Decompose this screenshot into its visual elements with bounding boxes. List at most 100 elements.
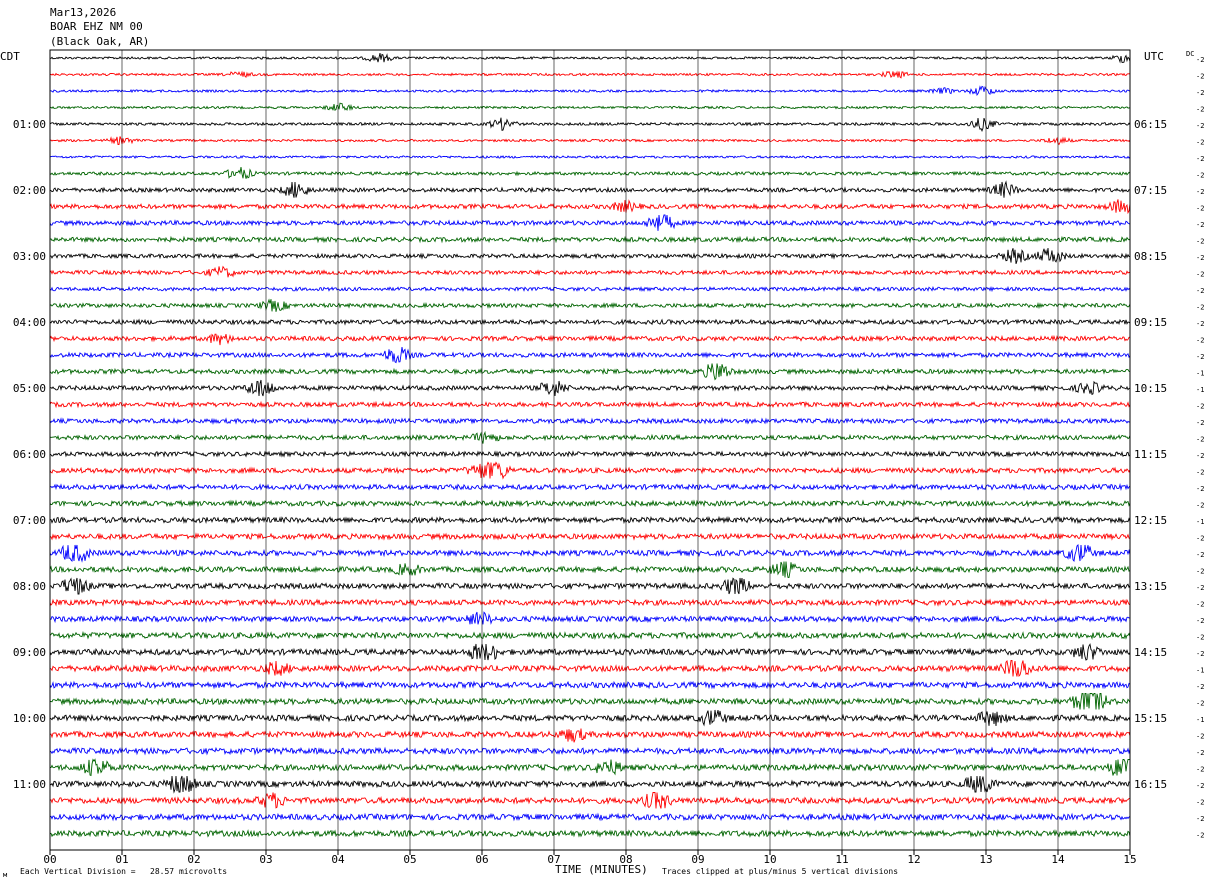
minute-grid xyxy=(121,50,1059,850)
dc-value: -2 xyxy=(1196,683,1204,691)
trace-row xyxy=(49,450,1131,458)
cdt-hour-label: 10:00 xyxy=(13,712,46,725)
trace-row xyxy=(49,117,1131,132)
dc-value: -2 xyxy=(1196,502,1204,510)
utc-hour-label: 12:15 xyxy=(1134,514,1167,527)
dc-value: -2 xyxy=(1196,106,1204,114)
trace-row xyxy=(49,461,1131,480)
trace-row xyxy=(49,611,1131,625)
trace-layer xyxy=(49,53,1131,839)
dc-value: -2 xyxy=(1196,122,1204,130)
dc-value: -2 xyxy=(1196,337,1204,345)
dc-value: -2 xyxy=(1196,749,1204,757)
header-station: BOAR EHZ NM 00 xyxy=(50,20,143,33)
trace-row xyxy=(49,515,1131,525)
dc-value: -2 xyxy=(1196,89,1204,97)
utc-hour-label: 09:15 xyxy=(1134,316,1167,329)
utc-hour-label: 15:15 xyxy=(1134,712,1167,725)
x-tick-label: 03 xyxy=(259,853,272,866)
cdt-hour-label: 09:00 xyxy=(13,646,46,659)
cdt-hour-label: 11:00 xyxy=(13,778,46,791)
trace-row xyxy=(49,812,1131,822)
cdt-hour-label: 02:00 xyxy=(13,184,46,197)
x-tick-label: 13 xyxy=(979,853,992,866)
x-tick-label: 12 xyxy=(907,853,920,866)
dc-value: -2 xyxy=(1196,56,1204,64)
trace-row xyxy=(49,265,1131,278)
trace-row xyxy=(49,214,1131,231)
dc-value: -2 xyxy=(1196,832,1204,840)
dc-value: -2 xyxy=(1196,221,1204,229)
trace-row xyxy=(49,180,1131,198)
trace-row xyxy=(49,775,1131,794)
clip-note: Traces clipped at plus/minus 5 vertical … xyxy=(662,867,898,876)
dc-value: -2 xyxy=(1196,584,1204,592)
utc-hour-label: 14:15 xyxy=(1134,646,1167,659)
dc-value: -2 xyxy=(1196,815,1204,823)
dc-value: -2 xyxy=(1196,320,1204,328)
trace-row xyxy=(49,298,1131,312)
dc-value: -2 xyxy=(1196,188,1204,196)
x-tick-label: 14 xyxy=(1051,853,1065,866)
dc-value: -2 xyxy=(1196,353,1204,361)
dc-value: -2 xyxy=(1196,601,1204,609)
utc-hour-label: 06:15 xyxy=(1134,118,1167,131)
trace-row xyxy=(49,532,1131,541)
trace-row xyxy=(49,482,1131,491)
trace-row xyxy=(49,199,1131,215)
dc-offset-labels: -2 -2 -2 -2 -2 -2 -2 -2 -2 -2 -2 -2 -2 -2 -2 -2 -2 -2 -2 -1… xyxy=(1196,56,1204,840)
trace-row xyxy=(49,53,1131,64)
x-tick-labels: 00 01 02 03 04 05 06 07 08 09 10 11 12 13 14 15 xyxy=(43,850,1137,866)
utc-hour-labels: 06:15 07:15 08:15 09:15 10:15 11:15 12:15 13:15… xyxy=(1134,118,1167,791)
x-tick-label: 01 xyxy=(115,853,128,866)
trace-row xyxy=(49,430,1131,444)
cdt-hour-label: 05:00 xyxy=(13,382,46,395)
x-tick-label: 10 xyxy=(763,853,776,866)
trace-row xyxy=(49,136,1131,146)
dc-value: -2 xyxy=(1196,766,1204,774)
plot-frame xyxy=(49,49,1131,851)
x-tick-label: 02 xyxy=(187,853,200,866)
dc-value: -2 xyxy=(1196,155,1204,163)
cdt-hour-label: 06:00 xyxy=(13,448,46,461)
cdt-hour-label: 04:00 xyxy=(13,316,46,329)
trace-row xyxy=(49,561,1131,578)
x-tick-label: 15 xyxy=(1123,853,1136,866)
dc-value: -2 xyxy=(1196,271,1204,279)
dc-value: -2 xyxy=(1196,634,1204,642)
trace-row xyxy=(49,363,1131,381)
x-tick-label: 08 xyxy=(619,853,632,866)
dc-value: -1 xyxy=(1196,667,1204,675)
dc-value: -2 xyxy=(1196,551,1204,559)
dc-value: -2 xyxy=(1196,436,1204,444)
trace-row xyxy=(49,167,1131,179)
trace-row xyxy=(49,85,1131,97)
trace-row xyxy=(49,709,1131,727)
dc-value: -2 xyxy=(1196,238,1204,246)
utc-label: UTC xyxy=(1144,50,1164,63)
utc-hour-label: 07:15 xyxy=(1134,184,1167,197)
dc-value: -2 xyxy=(1196,304,1204,312)
dc-value: -2 xyxy=(1196,254,1204,262)
trace-row xyxy=(50,758,1130,777)
utc-hour-label: 13:15 xyxy=(1134,580,1167,593)
trace-row xyxy=(49,728,1131,743)
trace-row xyxy=(49,746,1131,756)
dc-value: -1 xyxy=(1196,370,1204,378)
dc-value: -2 xyxy=(1196,172,1204,180)
trace-row xyxy=(49,417,1131,425)
dc-value: -2 xyxy=(1196,535,1204,543)
utc-hour-label: 11:15 xyxy=(1134,448,1167,461)
scale-note: Each Vertical Division = 28.57 microvolt… xyxy=(20,867,227,876)
x-tick-label: 06 xyxy=(475,853,488,866)
dc-value: -2 xyxy=(1196,205,1204,213)
trace-row xyxy=(49,318,1131,326)
dc-value: -2 xyxy=(1196,287,1204,295)
dc-value: -2 xyxy=(1196,700,1204,708)
dc-value: -2 xyxy=(1196,799,1204,807)
trace-row xyxy=(49,400,1131,409)
dc-value: -1 xyxy=(1196,716,1204,724)
dc-value: -2 xyxy=(1196,419,1204,427)
trace-row xyxy=(49,499,1131,508)
